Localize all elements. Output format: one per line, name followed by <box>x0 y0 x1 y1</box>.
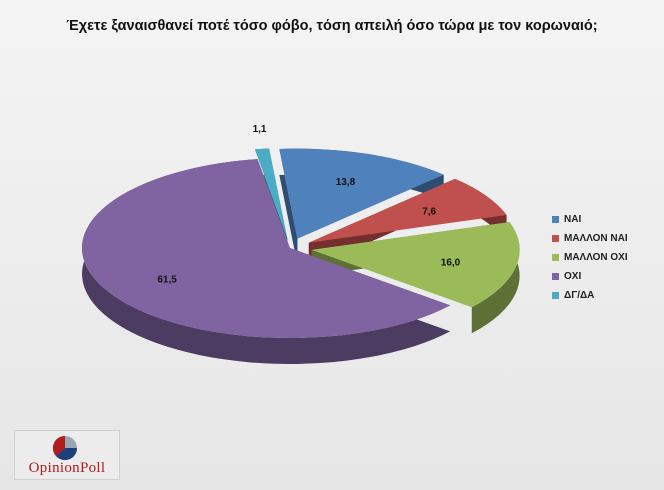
legend-item-μαλλον-ναι: ΜΑΛΛΟΝ ΝΑΙ <box>552 229 628 248</box>
logo-text: OpinionPoll <box>28 460 106 476</box>
legend-swatch <box>552 235 559 242</box>
legend-item-οχι: ΟΧΙ <box>552 267 628 286</box>
chart-title: Έχετε ξαναισθανεί ποτέ τόσο φόβο, τόση α… <box>66 18 598 34</box>
data-label-δγ-δα: 1,1 <box>253 124 267 135</box>
pie-slice-side-οχι <box>82 159 451 364</box>
legend-item-δγ-δα: ΔΓ/ΔΑ <box>552 286 628 305</box>
legend-label: ΟΧΙ <box>564 271 582 282</box>
data-label-μαλλον-οχι: 16,0 <box>441 257 461 268</box>
logo-mark-icon <box>52 435 78 461</box>
opinionpoll-logo: OpinionPoll <box>14 430 120 480</box>
legend-item-ναι: ΝΑΙ <box>552 210 628 229</box>
legend-item-μαλλον-οχι: ΜΑΛΛΟΝ ΟΧΙ <box>552 248 628 267</box>
pie-slice-δγ-δα <box>254 148 288 239</box>
legend-swatch <box>552 292 559 299</box>
data-label-ναι: 13,8 <box>336 177 356 188</box>
pie-slice-μαλλον-ναι <box>308 178 507 243</box>
legend-label: ΜΑΛΛΟΝ ΝΑΙ <box>564 233 628 244</box>
legend-swatch <box>552 254 559 261</box>
pie-slice-οχι <box>82 159 451 338</box>
legend-swatch <box>552 273 559 280</box>
legend-label: ΜΑΛΛΟΝ ΟΧΙ <box>564 252 628 263</box>
data-label-μαλλον-ναι: 7,6 <box>422 207 436 218</box>
legend-label: ΔΓ/ΔΑ <box>564 290 595 301</box>
pie-slice-ναι <box>279 148 444 239</box>
legend-swatch <box>552 216 559 223</box>
legend-label: ΝΑΙ <box>564 214 582 225</box>
pie-slice-μαλλον-οχι <box>311 222 520 308</box>
legend: ΝΑΙ ΜΑΛΛΟΝ ΝΑΙ ΜΑΛΛΟΝ ΟΧΙ ΟΧΙ ΔΓ/ΔΑ <box>552 210 628 305</box>
data-label-οχι: 61,5 <box>157 274 177 285</box>
